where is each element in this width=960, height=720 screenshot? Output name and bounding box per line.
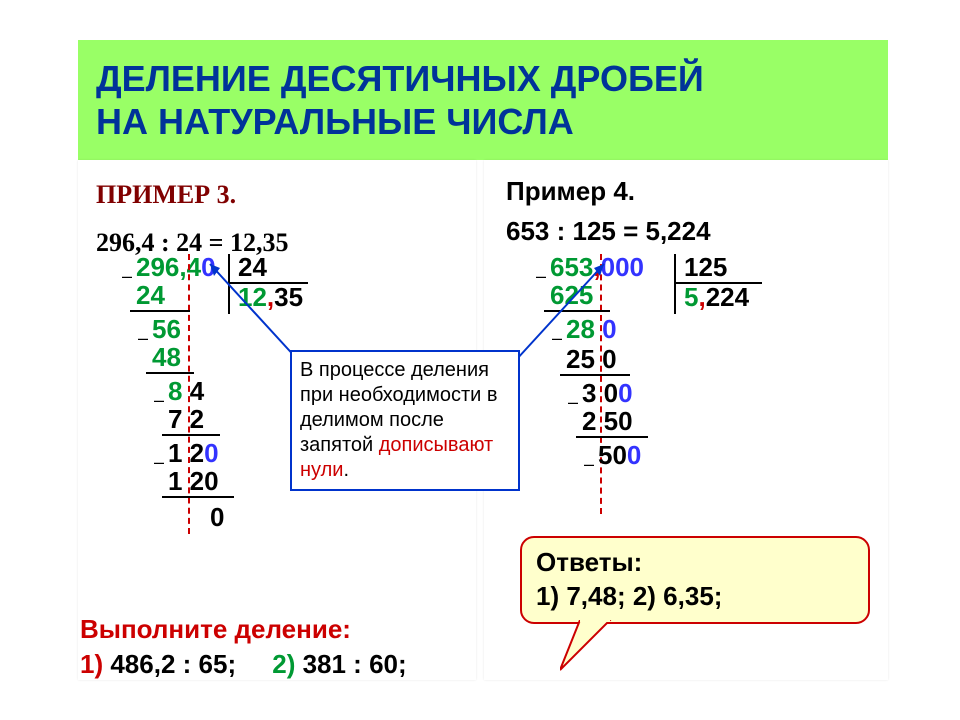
- ex3-final: 0: [210, 502, 224, 533]
- example3-title: ПРИМЕР 3.: [96, 180, 236, 210]
- ex3-sub2: 48: [152, 342, 181, 373]
- ex4-line3: [576, 436, 648, 438]
- ex3-rem4: 1 20: [168, 438, 219, 469]
- ex4-quotient: 5,224: [684, 282, 749, 313]
- ex4-rem4: 500: [598, 440, 641, 471]
- answers-heading: Ответы:: [536, 546, 854, 580]
- ex3-sub1: 24: [136, 280, 165, 311]
- ex4-vbar: [674, 254, 676, 314]
- tasks-block: Выполните деление: 1) 486,2 : 65; 2) 381…: [80, 612, 407, 682]
- tasks-line: 1) 486,2 : 65; 2) 381 : 60;: [80, 647, 407, 682]
- minus-icon: –: [584, 454, 594, 475]
- note-box: В процессе деления при необходимости в д…: [290, 350, 520, 491]
- arrow-right-icon: [508, 250, 628, 370]
- tasks-heading: Выполните деление:: [80, 612, 407, 647]
- example4-equation: 653 : 125 = 5,224: [506, 216, 711, 247]
- task2-expr: 381 : 60;: [295, 649, 406, 679]
- task1-expr: 486,2 : 65;: [103, 649, 236, 679]
- minus-icon: –: [122, 266, 132, 287]
- ex3-sub4: 1 20: [168, 466, 219, 497]
- ex3-line4: [162, 496, 234, 498]
- slide-title: ДЕЛЕНИЕ ДЕСЯТИЧНЫХ ДРОБЕЙ НА НАТУРАЛЬНЫЕ…: [96, 57, 704, 143]
- task1-label: 1): [80, 649, 103, 679]
- minus-icon: –: [568, 392, 578, 413]
- ex3-line3: [162, 434, 220, 436]
- ex4-divisor: 125: [684, 252, 727, 283]
- callout-tail-icon: [560, 620, 620, 680]
- ex3-line2: [146, 372, 194, 374]
- ex3-rem2: 56: [152, 314, 181, 345]
- answers-line: 1) 7,48; 2) 6,35;: [536, 580, 854, 614]
- minus-icon: –: [154, 452, 164, 473]
- ex3-sub3: 7 2: [168, 404, 204, 435]
- task2-label: 2): [272, 649, 295, 679]
- example4-title: Пример 4.: [506, 176, 635, 207]
- slide-header: ДЕЛЕНИЕ ДЕСЯТИЧНЫХ ДРОБЕЙ НА НАТУРАЛЬНЫЕ…: [78, 40, 888, 160]
- minus-icon: –: [138, 328, 148, 349]
- answers-callout: Ответы: 1) 7,48; 2) 6,35;: [520, 536, 870, 624]
- ex4-sub3: 2 50: [582, 406, 633, 437]
- ex4-rem3: 3 00: [582, 378, 633, 409]
- ex4-line2: [560, 374, 630, 376]
- note-text-post: .: [343, 459, 349, 481]
- ex3-rem3: 8 4: [168, 376, 204, 407]
- minus-icon: –: [154, 390, 164, 411]
